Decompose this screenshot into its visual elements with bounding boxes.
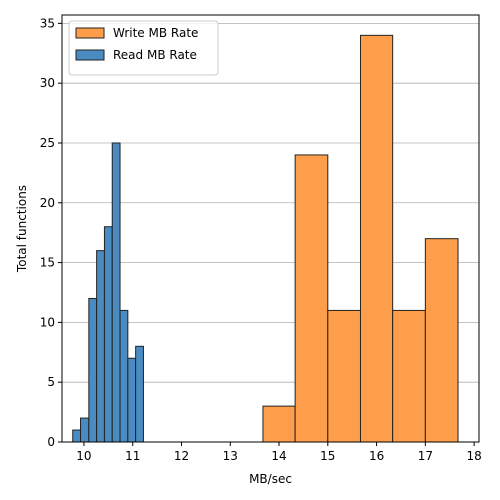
histogram-bars: [72, 34, 459, 443]
x-axis-ticks: 10 11 12 13 14 15 16 17 18: [76, 442, 482, 463]
y-tick-label: 35: [40, 16, 55, 30]
x-tick-label: 13: [223, 449, 238, 463]
histogram-bar: [127, 357, 137, 443]
y-tick-label: 15: [40, 256, 55, 270]
histogram-bar: [327, 309, 361, 443]
histogram-bar: [294, 154, 329, 443]
histogram-bar: [119, 309, 129, 443]
y-axis-label: Total functions: [15, 185, 29, 273]
histogram-bar: [262, 405, 296, 443]
histogram-bar: [96, 250, 105, 443]
histogram-bar: [88, 297, 98, 443]
x-tick-label: 17: [418, 449, 433, 463]
x-tick-label: 15: [320, 449, 335, 463]
x-tick-label: 11: [125, 449, 140, 463]
y-tick-label: 30: [40, 76, 55, 90]
y-tick-label: 10: [40, 315, 55, 329]
legend-box: [68, 20, 219, 76]
histogram-bar: [135, 345, 144, 443]
histogram-bar: [392, 309, 426, 443]
histogram-bar: [111, 142, 121, 443]
legend-swatch: [75, 27, 105, 39]
y-tick-label: 0: [47, 435, 55, 449]
legend-label: Read MB Rate: [113, 48, 197, 62]
x-tick-label: 16: [369, 449, 384, 463]
histogram-bar: [424, 238, 459, 443]
y-tick-label: 25: [40, 136, 55, 150]
y-tick-label: 20: [40, 196, 55, 210]
x-tick-label: 14: [271, 449, 286, 463]
legend-label: Write MB Rate: [113, 26, 198, 40]
y-axis-ticks: 0 5 10 15 20 25 30 35: [40, 16, 62, 449]
plot-frame: [61, 14, 480, 443]
histogram-bar: [80, 417, 90, 443]
x-axis-label: MB/sec: [249, 472, 292, 486]
x-tick-label: 18: [466, 449, 481, 463]
histogram-bar: [72, 429, 82, 443]
y-tick-label: 5: [47, 375, 55, 389]
x-tick-label: 12: [174, 449, 189, 463]
legend: Write MB Rate Read MB Rate: [68, 20, 219, 76]
legend-swatch: [75, 49, 105, 61]
histogram-bar: [359, 34, 394, 443]
histogram-bar: [103, 226, 113, 443]
x-tick-label: 10: [76, 449, 91, 463]
